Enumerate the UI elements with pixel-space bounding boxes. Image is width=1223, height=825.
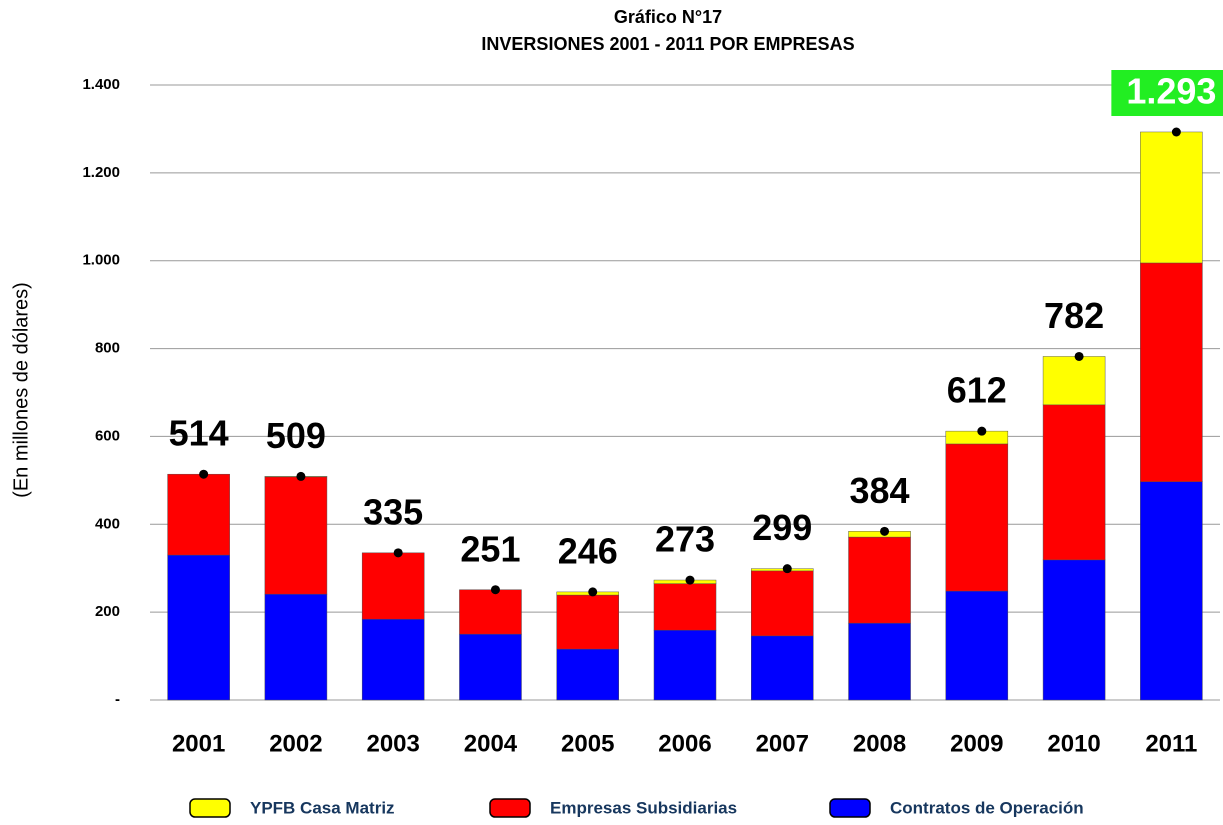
total-dot [490, 585, 500, 595]
legend-swatch [829, 798, 871, 818]
total-dot [1074, 351, 1084, 361]
total-dot [977, 426, 987, 436]
legend-label: YPFB Casa Matriz [250, 798, 395, 817]
legend-swatch [189, 798, 231, 818]
legend-label: Contratos de Operación [890, 798, 1084, 817]
legend-swatch [489, 798, 531, 818]
total-label: 384 [850, 470, 910, 511]
x-tick-label: 2010 [1047, 730, 1100, 757]
x-tick-label: 2006 [658, 730, 711, 757]
total-dot [393, 548, 403, 558]
x-tick-label: 2001 [172, 730, 225, 757]
y-axis-label: (En millones de dólares) [10, 282, 32, 498]
y-tick-label: 600 [95, 427, 120, 444]
y-tick-label: 800 [95, 340, 120, 357]
legend-label: Empresas Subsidiarias [550, 798, 737, 817]
total-label: 246 [558, 530, 618, 571]
total-label: 782 [1044, 295, 1104, 336]
y-tick-label: 1.200 [82, 164, 120, 181]
chart-title: Gráfico N°17 [614, 7, 722, 27]
total-dot [782, 564, 792, 574]
x-tick-label: 2007 [756, 730, 809, 757]
total-highlight [1111, 70, 1223, 117]
total-label: 251 [460, 528, 520, 569]
total-label: 273 [655, 519, 715, 560]
total-dot [685, 575, 695, 585]
total-dot [588, 587, 598, 597]
x-tick-label: 2008 [853, 730, 906, 757]
x-tick-label: 2009 [950, 730, 1003, 757]
total-label: 1.293 [1126, 71, 1216, 112]
total-label: 509 [266, 415, 326, 456]
total-label: 299 [752, 507, 812, 548]
y-tick-label: 200 [95, 603, 120, 620]
x-tick-label: 2003 [366, 730, 419, 757]
total-label: 514 [169, 413, 229, 454]
total-dot [199, 469, 209, 479]
x-tick-label: 2002 [269, 730, 322, 757]
total-dot [296, 471, 306, 481]
x-tick-label: 2011 [1145, 730, 1197, 757]
y-tick-label: 1.400 [82, 76, 120, 93]
total-dot [880, 526, 890, 536]
y-tick-label: - [115, 691, 120, 708]
chart-subtitle: INVERSIONES 2001 - 2011 POR EMPRESAS [481, 34, 854, 54]
x-tick-label: 2004 [464, 730, 518, 757]
y-tick-label: 1.000 [82, 252, 120, 269]
x-tick-label: 2005 [561, 730, 614, 757]
total-label: 335 [363, 491, 423, 532]
total-label: 612 [947, 370, 1007, 411]
total-dot [1171, 127, 1181, 137]
y-tick-label: 400 [95, 515, 120, 532]
